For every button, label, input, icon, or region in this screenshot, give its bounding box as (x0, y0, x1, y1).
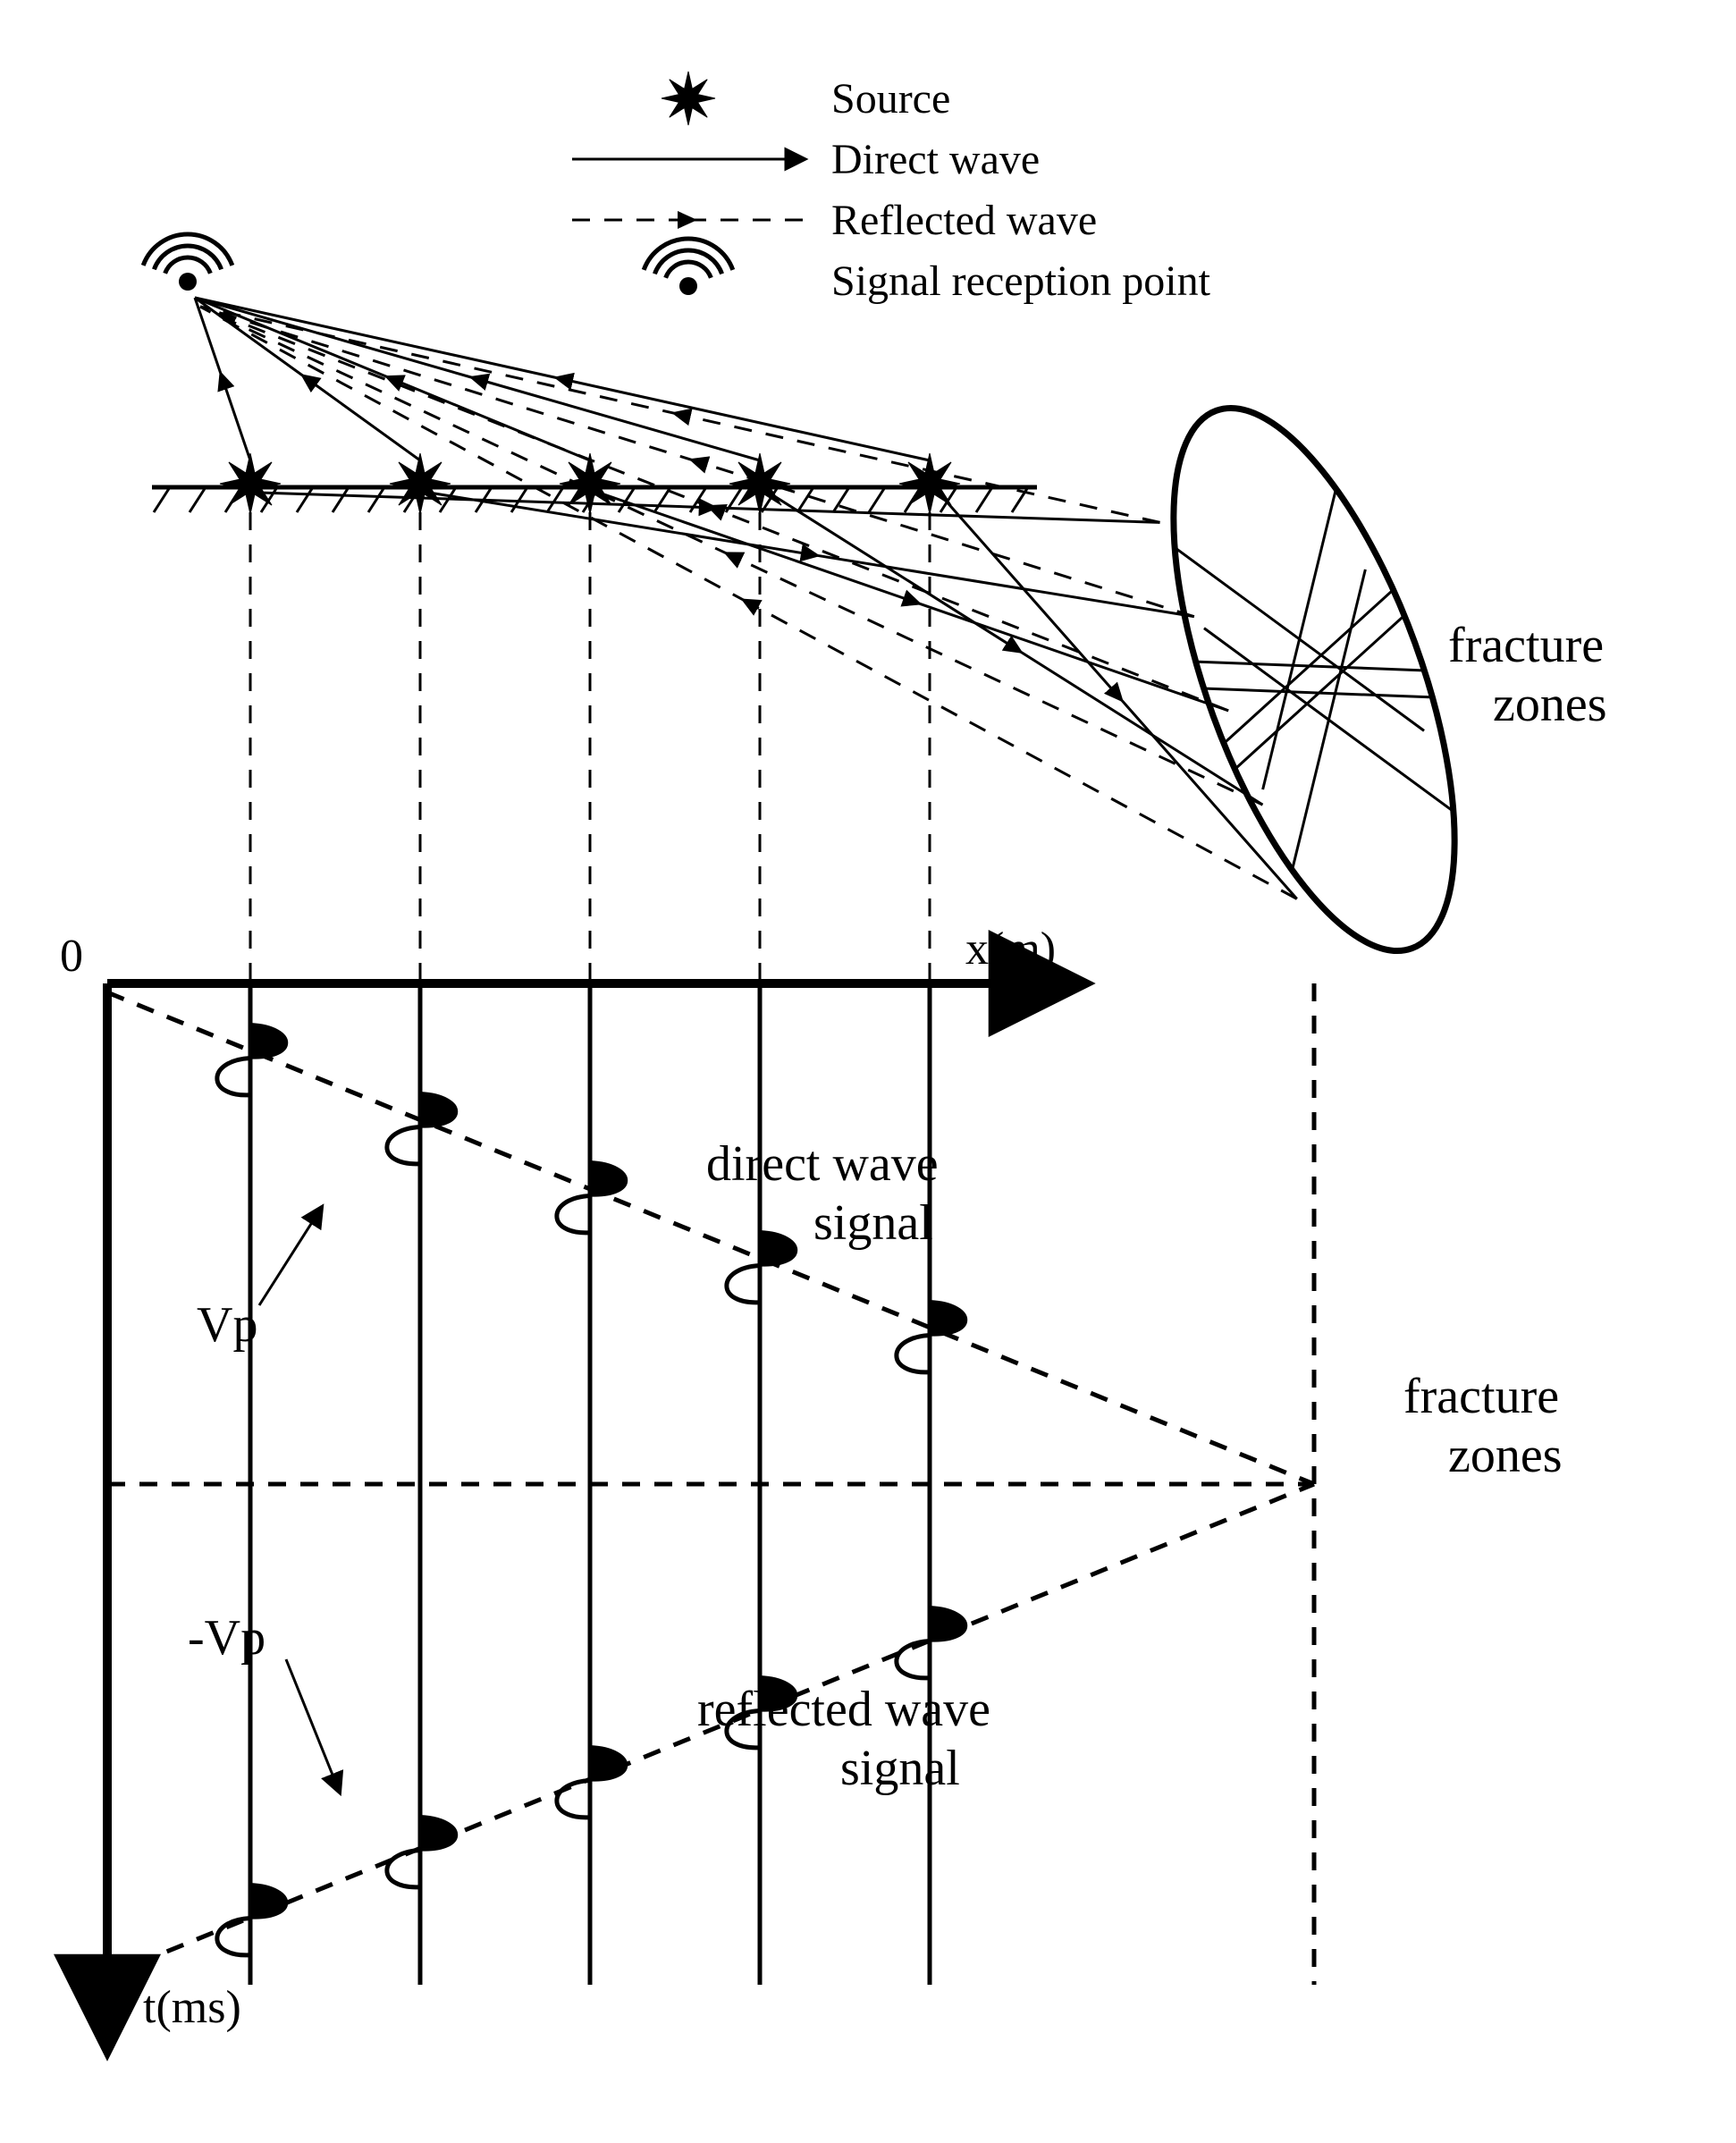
ground-hatch (547, 487, 563, 512)
reflected-wavelet-2-filled-lobe (590, 1746, 627, 1781)
incident-ray-2 (914, 602, 1228, 711)
direct-ray-2 (195, 298, 392, 379)
direct-wavelet-3-open-lobe (727, 1266, 760, 1303)
direct-wavelet-0-open-lobe (217, 1059, 250, 1095)
reflected-ray-0 (680, 415, 1160, 523)
legend-receiver-icon-arc (666, 262, 712, 278)
reflected-wavelet-2-open-lobe (557, 1781, 590, 1818)
direct-wavelet-0-filled-lobe (250, 1024, 287, 1059)
direct-wavelet-1-filled-lobe (420, 1093, 457, 1127)
ground-hatch (797, 487, 813, 512)
direct-signal-label: signal (813, 1195, 933, 1251)
ground-hatch (154, 487, 170, 512)
direct-ray-1 (308, 379, 420, 460)
reflected-ray-4 (200, 307, 748, 603)
fracture-zones-chart-label: zones (1448, 1428, 1563, 1483)
fracture-zones-chart-label: fracture (1403, 1369, 1559, 1424)
ground-hatch (333, 487, 349, 512)
legend-label: Signal reception point (831, 257, 1211, 305)
direct-wavelet-2-open-lobe (557, 1196, 590, 1233)
fracture-zones-label: zones (1493, 677, 1607, 732)
direct-wavelet-4-filled-lobe (930, 1301, 966, 1336)
direct-wavelet-3-filled-lobe (760, 1231, 796, 1266)
direct-guide-line (107, 992, 1314, 1484)
legend-label: Source (831, 75, 950, 122)
reflected-signal-label: reflected wave (697, 1682, 990, 1737)
direct-wavelet-1-open-lobe (387, 1127, 420, 1164)
legend-receiver-icon (679, 277, 697, 295)
direct-ray-3 (195, 298, 477, 379)
ground-hatch (190, 487, 206, 512)
reflected-wavelet-4-filled-lobe (930, 1607, 966, 1641)
incident-ray-0 (259, 493, 710, 508)
reflected-ray-2 (200, 307, 714, 509)
direct-ray-0 (223, 379, 250, 460)
reflected-wavelet-1-filled-lobe (420, 1816, 457, 1851)
receiver-icon (179, 273, 197, 291)
source-star-1 (390, 453, 451, 514)
x-axis-label: x(m) (965, 924, 1056, 974)
legend-label: Direct wave (831, 136, 1040, 183)
fracture-zone-ellipse (1116, 374, 1513, 984)
reflected-wavelet-1-open-lobe (387, 1851, 420, 1887)
neg-vp-arrow (286, 1659, 340, 1793)
fracture-zones-label: fracture (1448, 618, 1604, 673)
direct-signal-label: direct wave (706, 1136, 939, 1192)
incident-ray-3 (1015, 649, 1262, 806)
ground-hatch (976, 487, 992, 512)
vp-label: Vp (197, 1297, 257, 1353)
reflected-ray-3 (200, 307, 731, 556)
direct-wavelet-4-open-lobe (897, 1336, 930, 1372)
incident-ray-0 (710, 508, 1160, 523)
source-star-0 (220, 453, 281, 514)
reflected-wavelet-0-filled-lobe (250, 1884, 287, 1919)
ground-hatch (297, 487, 313, 512)
vp-arrow (259, 1207, 322, 1305)
receiver-icon-arc (165, 257, 211, 274)
origin-label: 0 (60, 931, 83, 982)
legend-label: Reflected wave (831, 197, 1097, 244)
source-star-3 (729, 453, 790, 514)
reflected-signal-label: signal (840, 1741, 960, 1796)
neg-vp-label: -Vp (188, 1610, 265, 1666)
direct-wavelet-2-filled-lobe (590, 1161, 627, 1196)
ground-hatch (368, 487, 384, 512)
legend-source-icon (662, 72, 715, 125)
reflected-ray-4 (748, 603, 1296, 899)
t-axis-label: t(ms) (143, 1982, 241, 2033)
ground-hatch (869, 487, 885, 512)
incident-ray-4 (1117, 696, 1296, 899)
